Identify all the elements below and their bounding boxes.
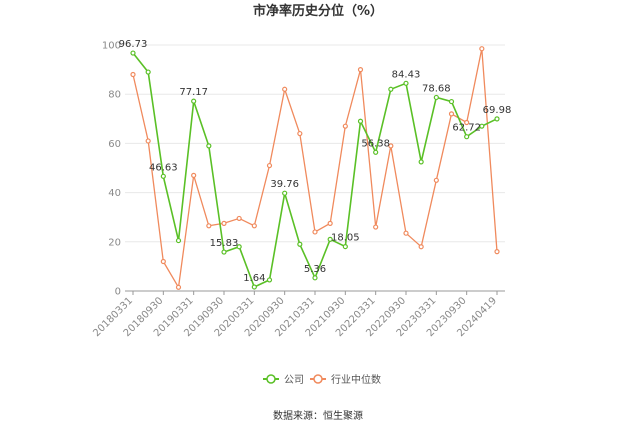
- data-point[interactable]: [327, 220, 333, 226]
- data-point[interactable]: [297, 241, 303, 247]
- legend-label-company: 公司: [284, 375, 304, 386]
- data-point[interactable]: [251, 223, 257, 229]
- data-point[interactable]: [312, 229, 318, 235]
- y-tick-label: 20: [108, 237, 121, 248]
- data-label: 5.36: [304, 264, 326, 275]
- data-point[interactable]: [282, 86, 288, 92]
- y-tick-label: 0: [115, 287, 121, 298]
- data-point[interactable]: [479, 46, 485, 52]
- data-point[interactable]: [236, 215, 242, 222]
- data-point[interactable]: [130, 71, 136, 78]
- data-point[interactable]: [175, 284, 182, 290]
- data-point[interactable]: [388, 143, 394, 149]
- data-label: 46.63: [149, 162, 178, 173]
- data-point[interactable]: [297, 130, 303, 137]
- data-label: 78.68: [422, 83, 451, 94]
- data-label: 56.38: [361, 138, 390, 149]
- data-point[interactable]: [403, 230, 409, 236]
- data-point[interactable]: [206, 223, 212, 229]
- data-point[interactable]: [160, 258, 166, 265]
- source-note: 数据来源：恒生聚源: [273, 409, 363, 422]
- data-point[interactable]: [373, 149, 379, 155]
- legend-label-industry-median: 行业中位数: [331, 373, 381, 386]
- data-labels: 96.73 46.63 77.17 15.83 1.64 39.76 5.36 18.05 56…: [119, 39, 512, 284]
- data-point[interactable]: [266, 162, 273, 169]
- data-point[interactable]: [175, 237, 182, 244]
- y-tick-label: 40: [108, 188, 121, 199]
- data-point[interactable]: [206, 143, 212, 149]
- data-point[interactable]: [145, 138, 151, 144]
- data-label: 62.72: [452, 123, 481, 134]
- data-point[interactable]: [221, 220, 227, 226]
- data-point[interactable]: [342, 243, 348, 250]
- data-label: 69.98: [483, 105, 512, 116]
- data-label: 18.05: [331, 233, 360, 244]
- data-point[interactable]: [433, 94, 439, 101]
- data-point[interactable]: [251, 284, 257, 290]
- data-point[interactable]: [494, 249, 500, 255]
- chart-title: 市净率历史分位（%）: [253, 3, 383, 19]
- data-point[interactable]: [373, 224, 379, 230]
- data-label: 15.83: [210, 238, 239, 249]
- data-point[interactable]: [448, 111, 455, 117]
- data-point[interactable]: [191, 172, 197, 178]
- data-point[interactable]: [312, 275, 318, 281]
- data-point[interactable]: [357, 118, 364, 124]
- data-point[interactable]: [327, 236, 333, 242]
- y-tick-label: 100: [102, 41, 121, 52]
- data-label: 84.43: [392, 69, 421, 80]
- data-point[interactable]: [282, 190, 288, 196]
- data-point[interactable]: [433, 177, 439, 183]
- data-point[interactable]: [266, 277, 273, 283]
- data-point[interactable]: [494, 116, 500, 122]
- data-label: 39.76: [270, 179, 299, 190]
- series-lines: [130, 46, 500, 290]
- grid-lines: [125, 44, 505, 292]
- data-point[interactable]: [342, 123, 348, 129]
- data-point[interactable]: [418, 244, 424, 250]
- data-point[interactable]: [357, 66, 364, 73]
- legend: 公司 行业中位数: [263, 373, 381, 386]
- data-point[interactable]: [479, 123, 485, 129]
- data-point[interactable]: [221, 249, 227, 255]
- data-point[interactable]: [145, 69, 151, 75]
- data-label: 96.73: [119, 39, 148, 50]
- data-point[interactable]: [448, 98, 455, 105]
- data-point[interactable]: [130, 50, 136, 56]
- data-point[interactable]: [464, 119, 470, 126]
- data-label: 77.17: [179, 87, 208, 98]
- data-point[interactable]: [418, 159, 424, 165]
- data-label: 1.64: [243, 273, 265, 284]
- data-point[interactable]: [191, 98, 197, 104]
- y-tick-label: 60: [108, 139, 121, 150]
- legend-item-company[interactable]: 公司: [263, 374, 304, 386]
- data-point[interactable]: [388, 86, 394, 92]
- data-point[interactable]: [236, 244, 242, 250]
- legend-item-industry-median[interactable]: 行业中位数: [310, 373, 381, 386]
- y-tick-label: 80: [108, 90, 121, 101]
- data-point[interactable]: [464, 134, 470, 140]
- data-point[interactable]: [403, 80, 409, 86]
- data-point[interactable]: [160, 173, 166, 179]
